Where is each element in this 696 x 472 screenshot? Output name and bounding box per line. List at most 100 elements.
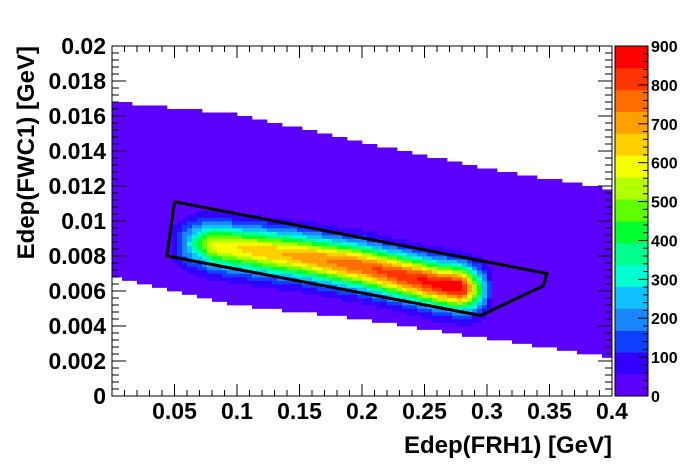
heatmap-cell (187, 151, 193, 155)
heatmap-cell (187, 245, 193, 250)
heatmap-cell (237, 168, 243, 173)
heatmap-cell (562, 284, 568, 288)
heatmap-cell (472, 266, 478, 271)
heatmap-cell (432, 196, 438, 201)
heatmap-cell (142, 263, 148, 267)
heatmap-cell (512, 175, 518, 180)
heatmap-cell (517, 193, 523, 197)
heatmap-cell (397, 154, 403, 159)
heatmap-cell (587, 333, 593, 337)
heatmap-cell (122, 224, 128, 229)
heatmap-cell (357, 231, 363, 236)
heatmap-cell (247, 175, 253, 180)
heatmap-cell (242, 242, 248, 246)
heatmap-cell (592, 270, 598, 274)
heatmap-cell (132, 256, 138, 260)
heatmap-cell (562, 298, 568, 302)
heatmap-cell (237, 263, 243, 267)
heatmap-cell (422, 305, 428, 309)
heatmap-cell (577, 340, 583, 344)
heatmap-cell (247, 200, 253, 204)
heatmap-cell (212, 133, 218, 138)
heatmap-cell (502, 294, 508, 299)
heatmap-cell (447, 189, 453, 194)
heatmap-cell (157, 109, 163, 113)
heatmap-cell (362, 154, 368, 159)
heatmap-cell (257, 224, 263, 229)
heatmap-cell (397, 151, 403, 155)
heatmap-cell (312, 175, 318, 180)
heatmap-cell (297, 210, 303, 215)
heatmap-cell (237, 119, 243, 124)
heatmap-cell (122, 186, 128, 190)
heatmap-cell (247, 291, 253, 295)
heatmap-cell (297, 256, 303, 260)
heatmap-cell (432, 312, 438, 316)
heatmap-cell (347, 312, 353, 316)
heatmap-cell (392, 312, 398, 316)
heatmap-cell (482, 217, 488, 222)
heatmap-cell (297, 231, 303, 236)
heatmap-cell (237, 256, 243, 260)
heatmap-cell (432, 294, 438, 299)
heatmap-cell (272, 172, 278, 176)
heatmap-cell (402, 305, 408, 309)
heatmap-cell (252, 273, 258, 278)
heatmap-cell (357, 165, 363, 169)
heatmap-cell (487, 270, 493, 274)
heatmap-cell (552, 182, 558, 187)
heatmap-cell (522, 231, 528, 236)
heatmap-cell (552, 228, 558, 232)
heatmap-cell (557, 291, 563, 295)
heatmap-cell (447, 266, 453, 271)
heatmap-cell (127, 242, 133, 246)
heatmap-cell (302, 245, 308, 250)
heatmap-cell (392, 214, 398, 218)
heatmap-cell (512, 256, 518, 260)
heatmap-cell (122, 168, 128, 173)
heatmap-cell (327, 298, 333, 302)
heatmap-cell (172, 221, 178, 225)
heatmap-cell (602, 350, 608, 355)
heatmap-cell (362, 263, 368, 267)
heatmap-cell (352, 154, 358, 159)
heatmap-cell (437, 259, 443, 264)
heatmap-cell (227, 294, 233, 299)
heatmap-cell (537, 249, 543, 253)
heatmap-cell (252, 154, 258, 159)
heatmap-cell (117, 137, 123, 141)
heatmap-cell (317, 154, 323, 159)
heatmap-cell (122, 242, 128, 246)
heatmap-cell (477, 196, 483, 201)
heatmap-cell (302, 144, 308, 148)
heatmap-cell (472, 242, 478, 246)
heatmap-cell (497, 196, 503, 201)
heatmap-cell (357, 245, 363, 250)
heatmap-cell (517, 175, 523, 180)
heatmap-cell (372, 273, 378, 278)
heatmap-cell (172, 238, 178, 243)
heatmap-cell (212, 147, 218, 152)
heatmap-cell (222, 238, 228, 243)
heatmap-cell (207, 116, 213, 120)
heatmap-cell (507, 249, 513, 253)
heatmap-cell (527, 259, 533, 264)
heatmap-cell (442, 308, 448, 313)
heatmap-cell (467, 270, 473, 274)
heatmap-cell (592, 245, 598, 250)
heatmap-cell (162, 221, 168, 225)
heatmap-cell (297, 294, 303, 299)
heatmap-cell (212, 242, 218, 246)
heatmap-cell (427, 291, 433, 295)
heatmap-cell (587, 259, 593, 264)
heatmap-cell (587, 238, 593, 243)
heatmap-cell (267, 224, 273, 229)
heatmap-cell (207, 252, 213, 257)
heatmap-cell (272, 298, 278, 302)
heatmap-cell (217, 172, 223, 176)
heatmap-cell (267, 165, 273, 169)
heatmap-cell (512, 203, 518, 208)
heatmap-cell (317, 175, 323, 180)
heatmap-cell (292, 186, 298, 190)
heatmap-cell (537, 228, 543, 232)
